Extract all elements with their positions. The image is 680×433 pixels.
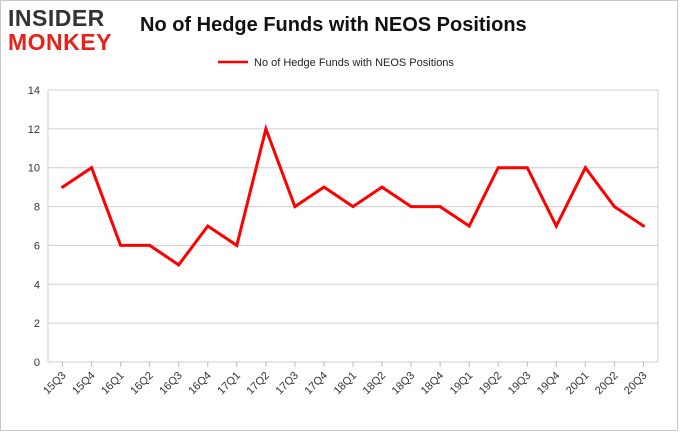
chart-title: No of Hedge Funds with NEOS Positions: [140, 14, 527, 36]
x-tick-label: 20Q2: [593, 370, 621, 398]
x-tick-label: 20Q1: [564, 370, 592, 398]
data-point: [322, 185, 326, 189]
y-tick-label: 4: [34, 279, 40, 291]
x-tick-label: 19Q1: [448, 370, 476, 398]
legend-label: No of Hedge Funds with NEOS Positions: [254, 57, 454, 69]
data-point: [177, 263, 181, 267]
data-point: [119, 243, 123, 247]
x-tick-label: 18Q2: [361, 370, 389, 398]
x-tick-label: 16Q1: [99, 370, 127, 398]
logo-line-1: INSIDER: [8, 5, 105, 31]
y-tick-label: 14: [28, 85, 40, 97]
x-tick-label: 19Q2: [477, 370, 505, 398]
x-tick-label: 18Q3: [390, 370, 418, 398]
data-point: [90, 166, 94, 170]
x-tick-label: 17Q1: [215, 370, 243, 398]
insider-monkey-logo: INSIDER MONKEY: [8, 6, 128, 56]
data-point: [583, 166, 587, 170]
y-tick-label: 10: [28, 163, 40, 175]
data-point: [235, 243, 239, 247]
x-tick-label: 16Q4: [186, 370, 214, 398]
data-point: [409, 205, 413, 209]
grid-lines: [47, 89, 659, 367]
x-tick-labels: 15Q3 15Q4 16Q1 16Q2 16Q3 16Q4 17Q1 17Q2 17Q3 17Q4…: [41, 370, 649, 398]
x-tick-label: 17Q2: [244, 370, 272, 398]
y-tick-label: 0: [34, 357, 40, 369]
x-tick-label: 17Q3: [274, 370, 302, 398]
y-tick-label: 2: [34, 318, 40, 330]
data-point: [61, 185, 65, 189]
x-tick-label: 20Q3: [622, 370, 650, 398]
y-tick-label: 12: [28, 124, 40, 136]
logo-line-2: MONKEY: [8, 29, 112, 55]
data-point: [148, 243, 152, 247]
x-tick-label: 16Q2: [128, 370, 156, 398]
y-tick-label: 8: [34, 202, 40, 214]
data-point: [264, 127, 268, 131]
x-tick-label: 18Q4: [419, 370, 447, 398]
data-point: [641, 224, 645, 228]
data-point: [206, 224, 210, 228]
data-point: [351, 205, 355, 209]
y-tick-labels: 0 2 4 6 8 10 12 14: [28, 85, 40, 369]
legend: No of Hedge Funds with NEOS Positions: [218, 57, 454, 69]
x-tick-label: 18Q1: [332, 370, 360, 398]
x-tick-label: 16Q3: [157, 370, 185, 398]
y-tick-label: 6: [34, 240, 40, 252]
x-tick-label: 15Q4: [70, 370, 98, 398]
data-point: [612, 205, 616, 209]
data-point: [554, 224, 558, 228]
series-layer: [61, 123, 645, 267]
x-tick-label: 19Q3: [506, 370, 534, 398]
data-point: [438, 205, 442, 209]
data-point: [467, 224, 471, 228]
x-tick-label: 17Q4: [303, 370, 331, 398]
data-point: [525, 166, 529, 170]
x-tick-label: 15Q3: [41, 370, 69, 398]
data-point: [293, 205, 297, 209]
data-point: [380, 185, 384, 189]
x-tick-label: 19Q4: [535, 370, 563, 398]
data-point: [496, 166, 500, 170]
